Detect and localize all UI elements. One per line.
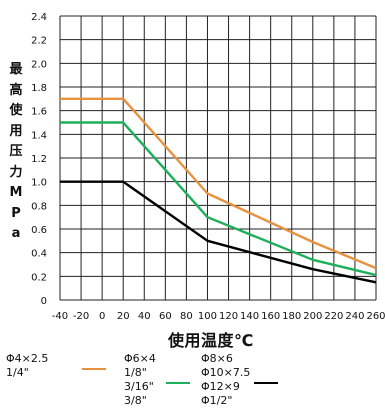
y-tick-label: 1.2: [31, 154, 47, 165]
y-tick-label: 0: [41, 296, 47, 307]
legend-entry-2-label: Φ6×4 1/8" 3/16" 3/8": [124, 352, 156, 408]
series-lines: [60, 97, 377, 284]
y-tick-label: 0.4: [31, 249, 47, 260]
y-axis-label-char: 最: [9, 62, 23, 77]
x-tick-label: 20: [117, 311, 130, 322]
x-tick-label: 160: [261, 311, 280, 322]
legend-entry-2-line-2: 1/8": [124, 366, 147, 379]
legend-entry-1-line-2: 1/4": [6, 366, 29, 379]
legend-entry-1-line-1: Φ4×2.5: [6, 352, 49, 365]
y-tick-labels: 0 0.2 0.4 0.6 0.8 1.0 1.2 1.4 1.6 1.8 2.0 2.2 2.4: [31, 12, 47, 307]
y-tick-label: 1.0: [31, 178, 47, 189]
y-tick-label: 2.2: [31, 36, 47, 47]
y-tick-label: 2.4: [31, 12, 47, 23]
legend-entry-3-line-2: Φ10×7.5: [201, 366, 251, 379]
y-tick-label: 1.4: [31, 130, 47, 141]
x-tick-label: 180: [282, 311, 301, 322]
legend-entry-3-line-3: Φ12×9: [201, 380, 240, 393]
legend-entry-3-line-1: Φ8×6: [201, 352, 233, 365]
legend-entry-1-swatch: [82, 368, 106, 370]
legend-entry-3-line-4: Φ1/2": [201, 394, 233, 407]
x-tick-label: 260: [366, 311, 385, 322]
x-tick-label: 220: [324, 311, 343, 322]
y-axis-label-char: M: [9, 185, 23, 200]
y-tick-label: 0.8: [31, 201, 47, 212]
legend-entry-3-label: Φ8×6 Φ10×7.5 Φ12×9 Φ1/2": [201, 352, 250, 408]
x-tick-label: -20: [73, 311, 89, 322]
x-tick-label: -40: [52, 311, 68, 322]
x-tick-label: 240: [345, 311, 364, 322]
x-tick-label: 40: [138, 311, 151, 322]
legend-entry-2-line-3: 3/16": [124, 380, 154, 393]
y-axis-label-char: 使: [9, 103, 23, 118]
series-line-3: [60, 180, 377, 284]
legend-entry-3-swatch: [254, 382, 278, 384]
series-line-1: [60, 97, 377, 270]
y-tick-label: 0.2: [31, 272, 47, 283]
x-axis-label: 使用温度℃: [168, 331, 254, 350]
series-line-2: [60, 121, 377, 277]
x-tick-label: 120: [219, 311, 238, 322]
legend-entry-2-line-4: 3/8": [124, 394, 147, 407]
x-tick-label: 0: [99, 311, 105, 322]
legend-entry-2-swatch: [166, 382, 190, 384]
y-axis-label-char: 力: [9, 164, 23, 180]
y-tick-label: 2.0: [31, 59, 47, 70]
y-tick-label: 0.6: [31, 225, 47, 236]
x-tick-label: 140: [240, 311, 259, 322]
y-tick-label: 1.6: [31, 107, 47, 118]
x-tick-label: 200: [303, 311, 322, 322]
x-tick-labels: -40 -20 0 20 40 60 80 100 120 140 160 180 200 220 240 2…: [52, 311, 385, 322]
y-axis-label-char: 高: [9, 82, 23, 98]
y-axis-label-char: a: [11, 226, 21, 241]
y-axis-label-char: P: [11, 205, 21, 221]
y-tick-label: 1.8: [31, 83, 47, 94]
legend-entry-2-line-1: Φ6×4: [124, 352, 156, 365]
y-axis-label-char: 用: [9, 123, 23, 139]
x-tick-label: 80: [180, 311, 193, 322]
y-axis-label-char: 压: [9, 144, 23, 159]
legend-entry-1-label: Φ4×2.5 1/4": [6, 352, 48, 380]
x-tick-label: 60: [159, 311, 172, 322]
x-tick-label: 100: [198, 311, 217, 322]
grid: [59, 15, 377, 301]
